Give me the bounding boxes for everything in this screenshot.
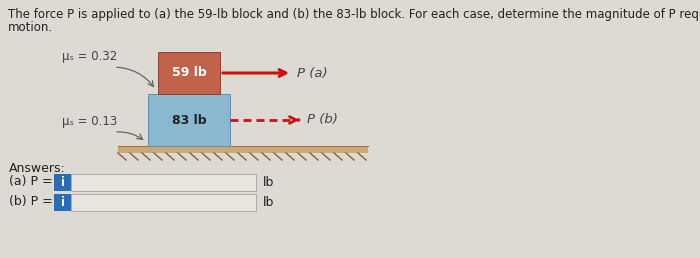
- Text: 83 lb: 83 lb: [172, 114, 206, 126]
- Text: i: i: [60, 196, 64, 208]
- Text: (b) P =: (b) P =: [9, 196, 52, 208]
- Text: (a) P =: (a) P =: [9, 175, 52, 189]
- Bar: [118, 146, 368, 153]
- Bar: [71, 174, 256, 191]
- Text: i: i: [60, 175, 64, 189]
- Text: Answers:: Answers:: [9, 162, 66, 175]
- Bar: [71, 194, 256, 211]
- Text: P (b): P (b): [307, 114, 338, 126]
- Bar: [54, 194, 71, 211]
- Text: lb: lb: [263, 175, 274, 189]
- Text: P (a): P (a): [297, 67, 328, 79]
- Bar: [54, 174, 71, 191]
- Text: μₛ = 0.32: μₛ = 0.32: [62, 50, 118, 63]
- Bar: [158, 52, 220, 94]
- Bar: [148, 94, 230, 146]
- Text: motion.: motion.: [8, 21, 53, 34]
- Text: μₛ = 0.13: μₛ = 0.13: [62, 115, 118, 128]
- Text: The force P is applied to (a) the 59-lb block and (b) the 83-lb block. For each : The force P is applied to (a) the 59-lb …: [8, 8, 700, 21]
- Text: lb: lb: [263, 196, 274, 208]
- Text: 59 lb: 59 lb: [172, 67, 206, 79]
